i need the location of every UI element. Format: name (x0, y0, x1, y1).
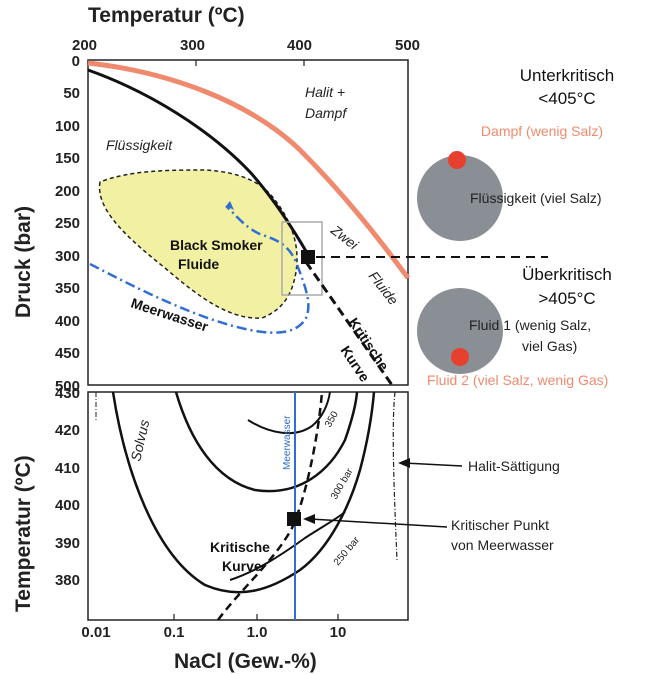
halit-arrowhead (398, 458, 410, 468)
label-fluid1-line1: Fluid 1 (wenig Salz, (469, 317, 591, 333)
top-panel: Temperatur (ºC) 200 300 400 500 0 50 100… (12, 4, 548, 395)
label-black-smoker: Black Smoker (170, 237, 263, 253)
bottom-annotations: Halit-Sättigung Kritischer Punkt von Mee… (303, 458, 560, 553)
label-meerwasser-bottom: Meerwasser (282, 415, 293, 470)
halit-arrow-line (403, 462, 463, 467)
inset-box (281, 221, 323, 296)
bottom-y-tick: 410 (55, 460, 80, 477)
bottom-y-axis-title: Temperatur (ºC) (12, 455, 35, 612)
label-ueberkritisch: Überkritisch (522, 265, 612, 284)
top-y-tick: 50 (63, 85, 80, 102)
two-phase-boundary (87, 68, 312, 259)
bottom-x-tick: 0.01 (81, 624, 110, 641)
top-y-tick: 300 (55, 248, 80, 265)
subcritical-vapor-dot (448, 151, 466, 169)
bottom-x-axis-title: NaCl (Gew.-%) (174, 650, 317, 673)
halite-right-line (392, 391, 398, 561)
bottom-y-tick: 380 (55, 572, 80, 589)
top-y-tick: 350 (55, 280, 80, 297)
label-halit: Halit + (305, 84, 345, 100)
bottom-y-ticks: 430 420 410 400 390 380 (55, 385, 80, 589)
top-x-tick: 500 (395, 37, 420, 54)
top-y-tick: 100 (55, 118, 80, 135)
label-unterkritisch: Unterkritisch (520, 66, 614, 85)
top-x-tick: 300 (180, 37, 205, 54)
label-unter-temp: <405°C (538, 89, 595, 108)
seawater-curve (89, 205, 310, 334)
bottom-x-tick: 1.0 (247, 624, 268, 641)
top-x-axis-title: Temperatur (ºC) (88, 4, 245, 27)
label-halit-saettigung: Halit-Sättigung (468, 458, 560, 474)
label-fl-viel-salz: Flüssigkeit (viel Salz) (470, 190, 601, 206)
top-y-tick: 400 (55, 313, 80, 330)
critical-curve (304, 261, 394, 386)
label-dampf-wenig-salz: Dampf (wenig Salz) (481, 123, 603, 139)
isobar-350 (247, 391, 331, 435)
bottom-x-tick: 10 (330, 624, 347, 641)
top-x-tick: 200 (72, 37, 97, 54)
critical-point-bottom (287, 512, 301, 526)
isobar-300 (174, 391, 359, 493)
top-y-tick: 150 (55, 150, 80, 167)
label-fluessigkeit: Flüssigkeit (106, 137, 173, 153)
top-y-tick: 500 (55, 378, 80, 395)
bottom-y-tick: 430 (55, 385, 80, 402)
label-kritische-bottom: Kritische (210, 539, 270, 555)
label-fluid2: Fluid 2 (viel Salz, wenig Gas) (427, 372, 608, 388)
label-krit-punkt-2: von Meerwasser (451, 537, 554, 553)
supercritical-disc (417, 288, 503, 374)
bottom-x-tick: 0.1 (164, 624, 185, 641)
critical-point-marker (301, 250, 315, 264)
seawater-arrowhead (226, 201, 234, 210)
top-x-tick: 400 (287, 37, 312, 54)
top-x-tick-marks (195, 60, 305, 66)
top-y-ticks: 0 50 100 150 200 250 300 350 400 450 500 (55, 53, 80, 395)
bottom-x-ticks: 0.01 0.1 1.0 10 (81, 624, 346, 641)
critical-curve-bottom (216, 391, 324, 621)
top-y-tick: 0 (72, 53, 80, 70)
halite-saturation-curve (87, 60, 411, 280)
bottom-panel: 430 420 410 400 390 380 Temperatur (ºC) … (12, 385, 409, 673)
bottom-y-tick: 400 (55, 497, 80, 514)
label-ueber-temp: >405°C (538, 289, 595, 308)
label-dampf: Dampf (305, 105, 348, 121)
label-fluide: Fluide (178, 256, 219, 272)
supercritical-fluid2-dot (451, 348, 469, 366)
krit-punkt-arrowhead (303, 514, 315, 524)
top-y-tick: 450 (55, 345, 80, 362)
bottom-plot-frame (87, 391, 409, 621)
top-y-axis-title: Druck (bar) (12, 206, 35, 318)
subcritical-disc (417, 155, 503, 241)
krit-punkt-arrow-line (309, 518, 448, 528)
bottom-y-tick: 390 (55, 535, 80, 552)
label-fluid1-line2: viel Gas) (522, 338, 577, 354)
bottom-y-tick: 420 (55, 422, 80, 439)
phase-illustrations: Unterkritisch <405°C Dampf (wenig Salz) … (417, 66, 614, 388)
label-kurve-bottom: Kurve (222, 558, 262, 574)
black-smoker-region (98, 169, 298, 319)
top-y-tick: 250 (55, 215, 80, 232)
top-y-tick: 200 (55, 183, 80, 200)
solvus-curve (111, 391, 376, 594)
label-krit-punkt-1: Kritischer Punkt (451, 517, 549, 533)
bottom-x-tick-marks (173, 614, 339, 620)
